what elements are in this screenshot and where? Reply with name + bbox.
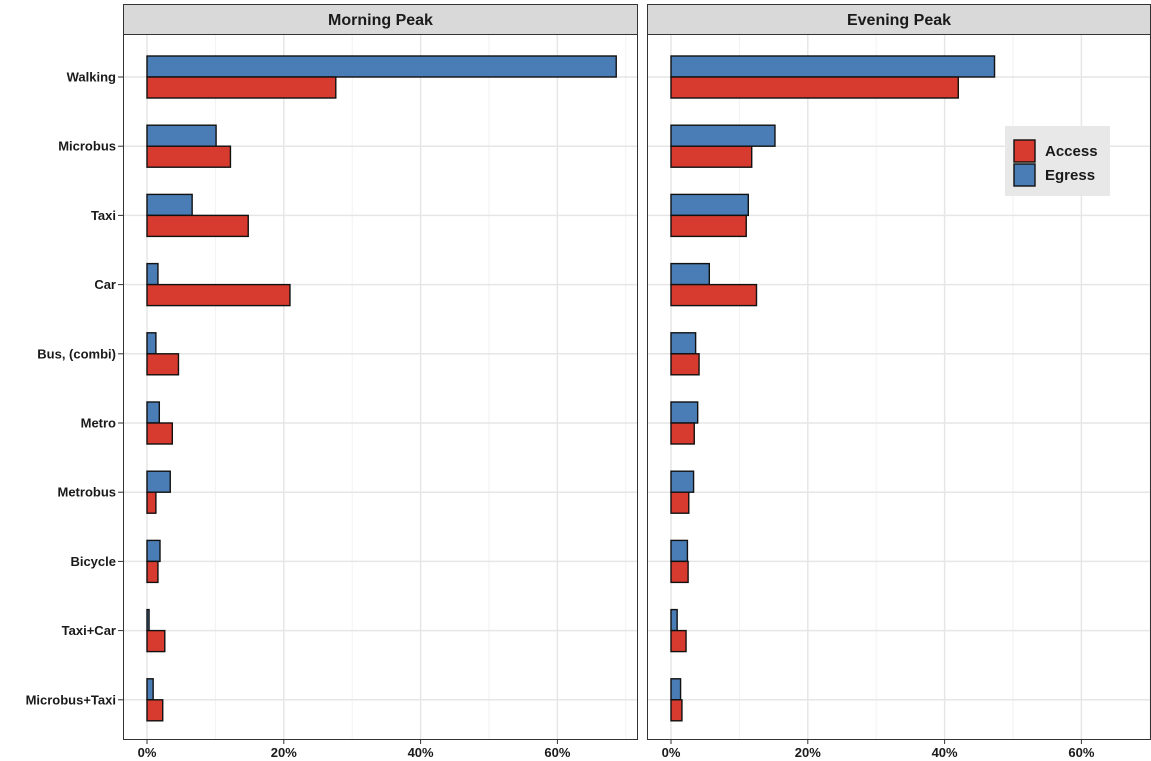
- bar-egress-metrobus: [670, 470, 695, 493]
- y-tick-label: Microbus+Taxi: [26, 692, 116, 707]
- bar-access-taxi: [670, 214, 747, 238]
- bar-access-walking: [146, 76, 337, 99]
- bar-access-taxi-car: [670, 629, 687, 653]
- bar-egress-metrobus: [146, 470, 171, 493]
- bar-egress-taxi-car: [670, 608, 678, 632]
- x-tick-label: 60%: [544, 745, 570, 760]
- x-tick-label: 60%: [1068, 745, 1094, 760]
- bar-egress-bicycle: [670, 539, 689, 563]
- bar-access-bicycle: [146, 560, 159, 584]
- x-tick-label: 40%: [408, 745, 434, 760]
- bar-egress-bicycle: [146, 539, 161, 563]
- bar-access-metrobus: [670, 491, 690, 514]
- bar-egress-microbus: [670, 124, 776, 147]
- y-tick-label: Walking: [67, 70, 116, 85]
- y-tick-label: Microbus: [58, 139, 116, 154]
- y-tick-label: Bus, (combi): [37, 346, 116, 361]
- x-tick-label: 0%: [138, 745, 157, 760]
- y-tick-label: Taxi: [91, 208, 116, 223]
- panel-border: [123, 34, 638, 740]
- bar-egress-taxi: [146, 193, 193, 217]
- bar-access-metro: [146, 422, 174, 445]
- x-tick-label: 20%: [795, 745, 821, 760]
- bar-access-metrobus: [146, 491, 157, 514]
- facet-strip: [647, 4, 1151, 35]
- bar-egress-taxi: [670, 193, 749, 217]
- legend: Access Egress: [1005, 126, 1110, 196]
- y-tick-label: Metro: [81, 416, 116, 431]
- bar-egress-microbus: [146, 124, 217, 147]
- bar-access-car: [670, 283, 758, 307]
- panel-1: Evening Peak: [647, 4, 1151, 740]
- bar-access-walking: [670, 76, 959, 99]
- y-tick-label: Taxi+Car: [62, 623, 116, 638]
- bar-egress-walking: [146, 55, 617, 78]
- bar-access-metro: [670, 422, 695, 445]
- bar-egress-microbus-taxi: [670, 678, 682, 701]
- facet-strip: [123, 4, 638, 35]
- legend-key-access: [1013, 139, 1036, 163]
- legend-label-access: Access: [1045, 143, 1098, 160]
- bar-egress-metro: [670, 401, 699, 424]
- bar-egress-microbus-taxi: [146, 678, 154, 701]
- legend-key-egress: [1013, 163, 1036, 187]
- legend-label-egress: Egress: [1045, 167, 1095, 184]
- bar-access-microbus: [670, 145, 753, 168]
- bar-access-bus-combi-: [146, 353, 180, 376]
- y-tick-label: Metrobus: [58, 485, 117, 500]
- bar-access-bus-combi-: [670, 353, 700, 376]
- panel-0: Morning Peak: [123, 4, 638, 740]
- bar-egress-metro: [146, 401, 161, 424]
- x-tick-label: 20%: [271, 745, 297, 760]
- y-tick-label: Car: [94, 277, 116, 292]
- bar-egress-bus-combi-: [146, 332, 157, 355]
- bar-access-bicycle: [670, 560, 689, 584]
- bar-egress-car: [670, 262, 711, 286]
- bar-access-taxi: [146, 214, 249, 238]
- bar-access-microbus: [146, 145, 232, 168]
- bar-access-taxi-car: [146, 629, 166, 653]
- x-tick-label: 0%: [662, 745, 681, 760]
- bar-egress-walking: [670, 55, 996, 78]
- bar-egress-taxi-car: [146, 608, 150, 632]
- bar-access-microbus-taxi: [670, 699, 683, 722]
- bar-access-car: [146, 283, 291, 307]
- y-tick-label: Bicycle: [70, 554, 116, 569]
- bar-access-microbus-taxi: [146, 699, 164, 722]
- bar-egress-car: [146, 262, 159, 286]
- bar-egress-bus-combi-: [670, 332, 697, 355]
- facet-title: Evening Peak: [847, 12, 951, 29]
- x-tick-label: 40%: [932, 745, 958, 760]
- facet-title: Morning Peak: [328, 12, 433, 29]
